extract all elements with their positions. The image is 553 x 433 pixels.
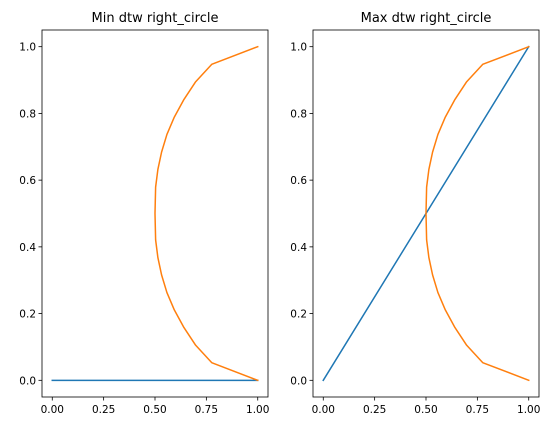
chart-title: Min dtw right_circle	[92, 11, 219, 26]
y-tick-label: 1.0	[290, 42, 307, 54]
x-tick-label: 0.75	[466, 404, 489, 416]
y-tick-label: 0.8	[19, 108, 36, 120]
y-tick-label: 0.8	[290, 108, 307, 120]
x-tick-label: 0.50	[143, 404, 166, 416]
y-tick-label: 0.2	[290, 309, 307, 321]
x-tick-label: 0.25	[92, 404, 115, 416]
series-line-2	[425, 45, 530, 382]
y-tick-label: 0.0	[19, 375, 36, 387]
y-tick-label: 0.6	[19, 175, 36, 187]
x-tick-label: 0.25	[363, 404, 386, 416]
y-tick-label: 0.4	[19, 242, 36, 254]
y-tick-label: 0.2	[19, 309, 36, 321]
y-tick-label: 0.6	[290, 175, 307, 187]
x-tick-label: 1.00	[517, 404, 540, 416]
series-line-2	[154, 45, 259, 382]
y-tick-label: 0.0	[290, 375, 307, 387]
x-tick-label: 1.00	[246, 404, 269, 416]
x-tick-label: 0.00	[312, 404, 335, 416]
y-tick-label: 0.4	[290, 242, 307, 254]
x-tick-label: 0.75	[195, 404, 218, 416]
x-tick-label: 0.00	[41, 404, 64, 416]
y-tick-label: 1.0	[19, 42, 36, 54]
x-tick-label: 0.50	[414, 404, 437, 416]
chart-title: Max dtw right_circle	[361, 11, 492, 26]
